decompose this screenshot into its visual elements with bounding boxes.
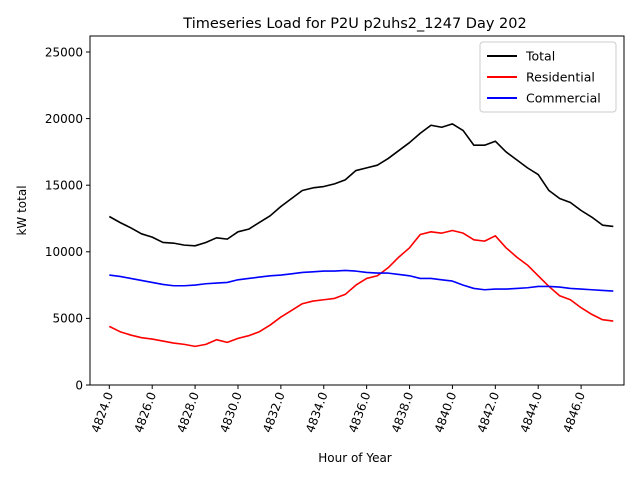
x-axis-label: Hour of Year (318, 451, 392, 465)
legend-label-total: Total (525, 49, 555, 64)
plot-frame (89, 35, 625, 386)
y-axis-label: kW total (15, 185, 29, 235)
series-line-commercial (109, 269, 614, 292)
y-axis: 0 5000 10000 15000 20000 25000 (45, 45, 90, 392)
chart-title: Timeseries Load for P2U p2uhs2_1247 Day … (182, 16, 526, 32)
series-line-residential (108, 229, 614, 348)
legend-box (479, 41, 617, 113)
y-tick-label: 25000 (45, 45, 83, 59)
y-tick-label: 0 (75, 378, 83, 392)
legend: Total Residential Commercial (479, 41, 617, 113)
y-tick-label: 5000 (52, 312, 83, 326)
legend-label-residential: Residential (526, 70, 595, 85)
legend-label-commercial: Commercial (526, 91, 601, 106)
plot-lines (108, 123, 614, 348)
series-line-total (108, 123, 614, 247)
y-tick-label: 15000 (45, 178, 83, 192)
y-tick-label: 10000 (45, 245, 83, 259)
y-tick-label: 20000 (45, 112, 83, 126)
